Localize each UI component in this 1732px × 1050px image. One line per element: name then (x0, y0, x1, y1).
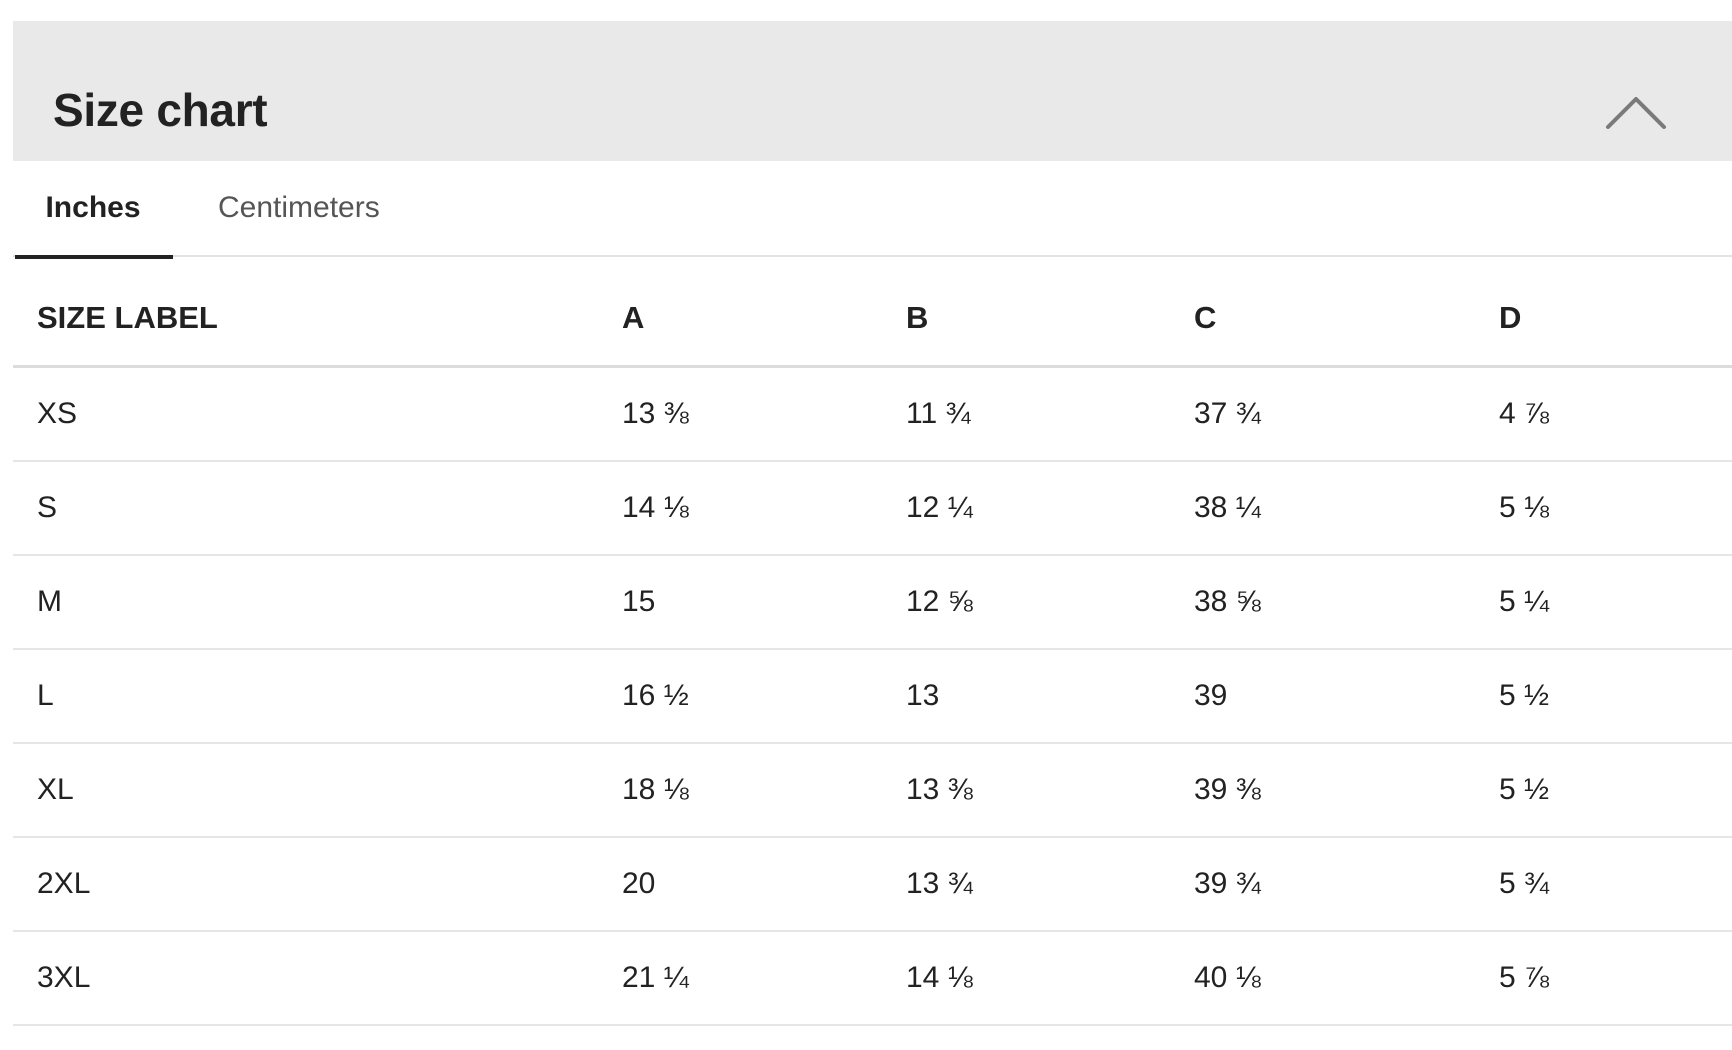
measure-c-cell: 39 (1194, 679, 1228, 712)
tab-centimeters[interactable]: Centimeters (218, 191, 380, 224)
measure-a-cell: 18 ⅛ (622, 773, 689, 806)
size-label-cell: XS (37, 397, 78, 430)
table-row: M 15 12 ⅝ 38 ⅝ 5 ¼ (13, 556, 1732, 650)
measure-b-cell: 12 ⅝ (906, 585, 973, 618)
size-label-cell: XL (37, 773, 74, 806)
size-label-cell: L (37, 679, 54, 712)
measure-c-cell: 40 ⅛ (1194, 961, 1261, 994)
unit-tabs: Inches Centimeters (13, 161, 1732, 259)
measure-d-cell: 5 ⅞ (1499, 961, 1550, 994)
measure-c-cell: 38 ¼ (1194, 491, 1261, 524)
measure-a-cell: 20 (622, 867, 656, 900)
measure-b-cell: 14 ⅛ (906, 961, 973, 994)
measure-c-cell: 37 ¾ (1194, 397, 1261, 430)
column-header-size-label: SIZE LABEL (37, 300, 218, 335)
measure-b-cell: 13 ⅜ (906, 773, 973, 806)
column-header-d: D (1499, 300, 1522, 335)
table-row: 3XL 21 ¼ 14 ⅛ 40 ⅛ 5 ⅞ (13, 932, 1732, 1026)
measure-a-cell: 21 ¼ (622, 961, 689, 994)
measure-d-cell: 4 ⅞ (1499, 397, 1550, 430)
table-row: XL 18 ⅛ 13 ⅜ 39 ⅜ 5 ½ (13, 744, 1732, 838)
size-chart-title: Size chart (53, 84, 268, 136)
measure-a-cell: 15 (622, 585, 656, 618)
column-header-a: A (622, 300, 645, 335)
size-label-cell: S (37, 491, 58, 524)
measure-d-cell: 5 ¼ (1499, 585, 1550, 618)
measure-d-cell: 5 ¾ (1499, 867, 1550, 900)
size-label-cell: 2XL (37, 867, 91, 900)
size-chart-header[interactable]: Size chart (13, 21, 1732, 161)
table-row: L 16 ½ 13 39 5 ½ (13, 650, 1732, 744)
measure-a-cell: 13 ⅜ (622, 397, 689, 430)
measure-c-cell: 38 ⅝ (1194, 585, 1261, 618)
column-header-c: C (1194, 300, 1217, 335)
measure-b-cell: 13 (906, 679, 940, 712)
size-label-cell: M (37, 585, 62, 618)
table-row: 2XL 20 13 ¾ 39 ¾ 5 ¾ (13, 838, 1732, 932)
measure-d-cell: 5 ⅛ (1499, 491, 1550, 524)
measure-a-cell: 14 ⅛ (622, 491, 689, 524)
measure-b-cell: 12 ¼ (906, 491, 973, 524)
measure-b-cell: 11 ¾ (906, 397, 971, 430)
chevron-up-icon[interactable] (1604, 91, 1668, 131)
table-row: S 14 ⅛ 12 ¼ 38 ¼ 5 ⅛ (13, 462, 1732, 556)
measure-a-cell: 16 ½ (622, 679, 689, 712)
column-header-b: B (906, 300, 929, 335)
measure-c-cell: 39 ⅜ (1194, 773, 1261, 806)
size-label-cell: 3XL (37, 961, 91, 994)
tab-inches[interactable]: Inches (13, 161, 173, 259)
measure-b-cell: 13 ¾ (906, 867, 973, 900)
measure-c-cell: 39 ¾ (1194, 867, 1261, 900)
measure-d-cell: 5 ½ (1499, 773, 1550, 806)
table-header-row: SIZE LABEL A B C D (13, 270, 1732, 368)
size-table: SIZE LABEL A B C D XS 13 ⅜ 11 ¾ 37 ¾ 4 ⅞… (13, 270, 1732, 1026)
table-row: XS 13 ⅜ 11 ¾ 37 ¾ 4 ⅞ (13, 368, 1732, 462)
measure-d-cell: 5 ½ (1499, 679, 1550, 712)
